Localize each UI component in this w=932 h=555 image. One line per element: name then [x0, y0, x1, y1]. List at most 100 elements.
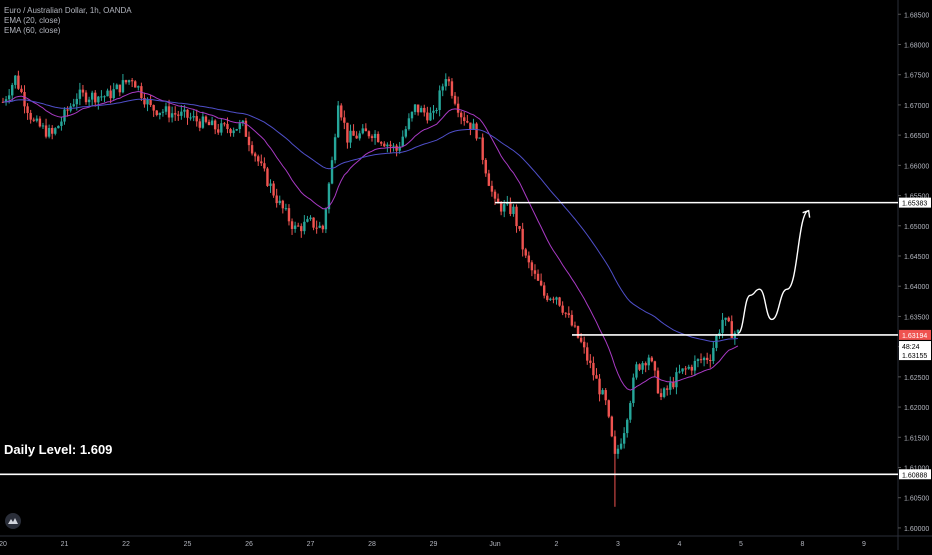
candle-body	[724, 317, 727, 320]
candle-body	[290, 221, 294, 229]
y-tick-label: 1.62500	[904, 375, 929, 382]
candle-body	[170, 113, 174, 118]
candle-body	[533, 270, 537, 274]
candle-body	[213, 120, 217, 130]
candle-body	[253, 153, 257, 157]
candle-body	[429, 112, 432, 121]
candle-body	[54, 128, 57, 134]
x-tick-label: 26	[245, 541, 253, 548]
candle-body	[358, 133, 361, 139]
candle-body	[232, 130, 235, 134]
candle-body	[226, 123, 229, 130]
candle-body	[546, 295, 549, 300]
candle-body	[404, 129, 408, 137]
candle-body	[610, 416, 614, 437]
candle-body	[518, 226, 521, 229]
price-badge-label: 1.63155	[902, 353, 927, 360]
candle-body	[622, 433, 626, 444]
candle-body	[57, 125, 60, 129]
daily-level-label: Daily Level: 1.609	[4, 442, 113, 457]
candle-body	[549, 298, 552, 300]
candle-body	[94, 92, 97, 103]
ema60-legend[interactable]: EMA (60, close)	[4, 26, 61, 35]
candle-body	[466, 121, 469, 123]
candle-body	[543, 285, 546, 296]
candle-body	[364, 128, 368, 132]
candle-body	[512, 206, 515, 214]
y-tick-label: 1.60000	[904, 526, 929, 533]
symbol-title[interactable]: Euro / Australian Dollar, 1h, OANDA	[4, 6, 132, 15]
candle-body	[38, 118, 42, 127]
candle-body	[35, 118, 39, 121]
x-tick-label: 28	[368, 541, 376, 548]
candle-body	[167, 106, 171, 118]
candles-group	[1, 70, 740, 507]
candle-body	[730, 321, 733, 338]
x-tick-label: 3	[616, 541, 620, 548]
candle-body	[60, 121, 63, 126]
y-tick-label: 1.66000	[904, 163, 929, 170]
y-tick-label: 1.65000	[904, 224, 929, 231]
x-tick-label: 4	[678, 541, 682, 548]
candle-body	[63, 109, 66, 122]
candle-body	[389, 144, 392, 147]
candle-body	[186, 109, 189, 118]
candle-body	[383, 143, 386, 147]
candle-body	[44, 125, 48, 137]
candle-body	[189, 117, 192, 119]
candle-body	[647, 357, 650, 366]
candle-body	[666, 388, 669, 390]
y-tick-label: 1.68000	[904, 42, 929, 49]
candle-body	[306, 219, 309, 222]
candle-body	[459, 112, 463, 118]
y-tick-label: 1.64000	[904, 284, 929, 291]
candle-body	[582, 341, 586, 348]
candle-body	[121, 80, 125, 93]
candle-body	[435, 110, 438, 112]
price-badge	[899, 341, 931, 352]
ema20-line	[2, 90, 739, 391]
candle-body	[515, 206, 518, 227]
candle-body	[324, 209, 328, 230]
x-tick-label: Jun	[489, 541, 500, 548]
candle-body	[293, 225, 297, 229]
ema20-legend[interactable]: EMA (20, close)	[4, 16, 61, 25]
candle-body	[662, 388, 666, 397]
candle-body	[84, 92, 88, 103]
candle-body	[410, 111, 414, 119]
candle-body	[81, 89, 85, 93]
candle-body	[78, 89, 82, 99]
y-tick-label: 1.64500	[904, 254, 929, 261]
candle-body	[152, 105, 155, 111]
candle-body	[346, 122, 349, 143]
candle-body	[250, 145, 254, 154]
y-tick-label: 1.66500	[904, 133, 929, 140]
candle-body	[413, 104, 417, 112]
candle-body	[561, 305, 564, 313]
candle-body	[715, 335, 718, 348]
candle-body	[604, 390, 607, 401]
candle-body	[570, 314, 574, 326]
candle-body	[447, 79, 451, 82]
candle-body	[72, 104, 75, 107]
candle-body	[278, 200, 281, 204]
candle-body	[303, 221, 306, 232]
level-badge	[899, 469, 931, 480]
candle-body	[352, 130, 355, 136]
candle-body	[143, 98, 146, 105]
candle-body	[103, 96, 106, 98]
candle-body	[124, 80, 128, 83]
y-tick-label: 1.67000	[904, 103, 929, 110]
candle-body	[687, 366, 690, 369]
candle-body	[564, 312, 567, 314]
candle-body	[217, 129, 220, 133]
candle-body	[678, 371, 681, 373]
candle-body	[380, 142, 383, 144]
tradingview-logo-icon[interactable]	[5, 513, 21, 529]
candle-body	[244, 120, 248, 137]
chart-legend: Euro / Australian Dollar, 1h, OANDA EMA …	[4, 6, 132, 36]
candle-body	[441, 86, 444, 91]
candle-body	[23, 92, 26, 107]
